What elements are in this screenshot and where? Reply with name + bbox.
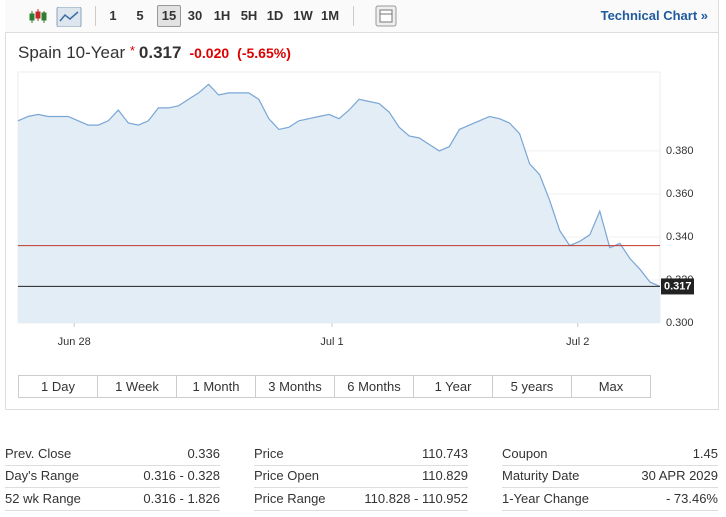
y-tick-label: 0.360 [666, 188, 694, 200]
stat-label: Price Range [254, 491, 326, 506]
stat-label: Maturity Date [502, 468, 580, 483]
stat-label: Day's Range [5, 468, 80, 483]
interval-button[interactable]: 30 [187, 8, 203, 23]
instrument-name: Spain 10-Year [18, 43, 126, 62]
change-pct: (-5.65%) [237, 45, 291, 61]
range-button[interactable]: 1 Month [177, 376, 256, 397]
range-button[interactable]: Max [598, 379, 624, 394]
area-fill [18, 84, 660, 323]
interval-button[interactable]: 15 [157, 5, 181, 27]
chart-type-icons[interactable] [29, 7, 85, 27]
range-button[interactable]: 3 Months [256, 376, 335, 397]
range-button[interactable]: 5 years [493, 376, 572, 397]
settings-icon[interactable] [375, 5, 397, 27]
stat-label: Prev. Close [5, 446, 72, 461]
range-button[interactable]: 1 Day [19, 376, 98, 397]
price: 0.317 [138, 43, 182, 62]
interval-button[interactable]: 1M [320, 8, 340, 23]
x-tick-label: Jul 1 [320, 336, 343, 348]
x-tick-label: Jun 28 [58, 336, 91, 348]
toolbar: 1 5 15 30 1H 5H 1D 1W 1M Technical Chart » [5, 0, 718, 33]
interval-button[interactable]: 1H [213, 8, 231, 23]
stat-value: 110.743 [421, 446, 468, 461]
marker: * [129, 43, 135, 58]
range-selector: 1 Day 1 Week 1 Month 3 Months 6 Months 1 Year… [18, 375, 651, 398]
stat-value: 110.829 [421, 468, 468, 483]
stat-label: 52 wk Range [5, 491, 81, 506]
y-tick-label: 0.340 [666, 231, 694, 243]
stat-label: Coupon [502, 446, 548, 461]
interval-button[interactable]: 5 [136, 8, 144, 23]
stat-value: 1.45 [692, 446, 718, 461]
price-line [17, 83, 661, 287]
stat-row: 1-Year Change - 73.46% [502, 488, 718, 511]
stat-value: 0.316 - 0.328 [143, 468, 220, 483]
instrument-header: Spain 10-Year * 0.317 -0.020 (-5.65%) [18, 43, 291, 63]
y-tick-label: 0.300 [666, 317, 694, 329]
stat-label: Price Open [254, 468, 320, 483]
stat-row: 52 wk Range 0.316 - 1.826 [5, 488, 220, 511]
stat-row: Prev. Close 0.336 [5, 443, 220, 466]
stat-row: Maturity Date 30 APR 2029 [502, 465, 718, 488]
stat-value: 110.828 - 110.952 [364, 491, 468, 506]
range-button[interactable]: 1 Year [414, 376, 493, 397]
chart-panel [5, 0, 719, 410]
stat-value: 0.336 [187, 446, 220, 461]
range-button[interactable]: 1 Week [98, 376, 177, 397]
stat-row: Day's Range 0.316 - 0.328 [5, 465, 220, 488]
interval-button[interactable]: 5H [240, 8, 258, 23]
stat-value: - 73.46% [665, 491, 718, 506]
stat-value: 30 APR 2029 [641, 468, 718, 483]
stat-label: 1-Year Change [502, 491, 589, 506]
interval-button[interactable]: 1 [109, 8, 117, 23]
stat-value: 0.316 - 1.826 [143, 491, 220, 506]
stat-label: Price [254, 446, 284, 461]
y-tick-label: 0.380 [666, 145, 694, 157]
stat-row: Price Open 110.829 [254, 465, 468, 488]
stat-row: Coupon 1.45 [502, 443, 718, 466]
last-value-label: 0.317 [664, 280, 692, 292]
range-button[interactable]: 6 Months [335, 376, 414, 397]
last-value-badge [661, 278, 694, 295]
interval-button[interactable]: 1W [293, 8, 313, 23]
stat-row: Price Range 110.828 - 110.952 [254, 488, 468, 511]
stat-row: Price 110.743 [254, 443, 468, 466]
x-tick-label: Jul 2 [566, 336, 589, 348]
technical-chart-link[interactable]: Technical Chart » [600, 8, 708, 23]
interval-button[interactable]: 1D [266, 8, 284, 23]
change: -0.020 [189, 45, 230, 61]
